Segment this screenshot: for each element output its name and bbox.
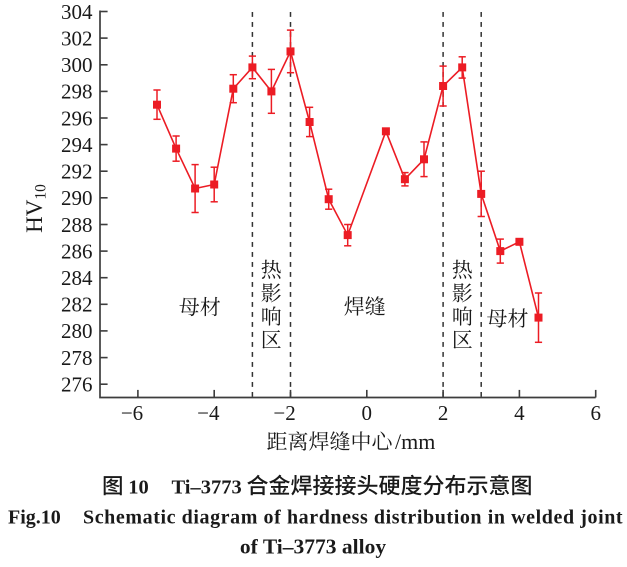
svg-text:292: 292 (61, 160, 93, 184)
svg-text:304: 304 (61, 0, 93, 24)
svg-text:Ti–3773: Ti–3773 (172, 477, 242, 499)
svg-text:294: 294 (61, 133, 93, 157)
svg-text:6: 6 (590, 401, 601, 425)
svg-text:302: 302 (61, 26, 93, 50)
svg-text:288: 288 (61, 213, 93, 237)
svg-text:−4: −4 (197, 401, 220, 425)
svg-text:−6: −6 (121, 401, 143, 425)
svg-text:10: 10 (128, 477, 149, 499)
svg-text:282: 282 (61, 293, 93, 317)
svg-text:276: 276 (61, 373, 93, 397)
svg-text:4: 4 (514, 401, 525, 425)
svg-text:298: 298 (61, 80, 93, 104)
svg-text:2: 2 (438, 401, 449, 425)
svg-text:286: 286 (61, 239, 93, 263)
svg-text:278: 278 (61, 346, 93, 370)
svg-text:280: 280 (61, 319, 93, 343)
svg-text:300: 300 (61, 53, 93, 77)
svg-text:−2: −2 (273, 401, 295, 425)
svg-text:Schematic diagram of hardness: Schematic diagram of hardness distributi… (83, 507, 623, 529)
svg-text:284: 284 (61, 266, 93, 290)
svg-text:/mm: /mm (395, 429, 435, 454)
svg-text:0: 0 (362, 401, 373, 425)
svg-text:290: 290 (61, 186, 93, 210)
svg-text:296: 296 (61, 106, 93, 130)
svg-text:Fig.10: Fig.10 (8, 507, 61, 529)
svg-text:of Ti–3773 alloy: of Ti–3773 alloy (240, 535, 386, 559)
